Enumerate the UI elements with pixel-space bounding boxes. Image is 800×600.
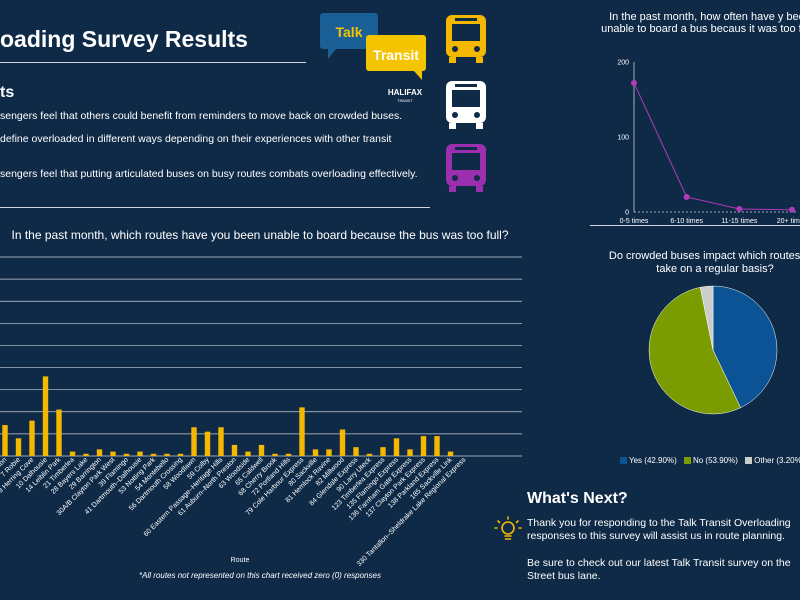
data-point <box>631 80 637 86</box>
page-title: oading Survey Results <box>0 26 248 52</box>
bar <box>177 453 184 456</box>
y-tick-label: 200 <box>617 60 629 67</box>
routes-chart-title: In the past month, which routes have you… <box>11 228 509 242</box>
bar <box>204 431 211 456</box>
legend-yes: Yes (42.90%) <box>620 456 677 465</box>
bar <box>110 451 116 456</box>
bar <box>272 453 278 456</box>
lightbulb-icon <box>494 516 522 540</box>
bar <box>150 453 157 456</box>
bar <box>2 425 8 456</box>
talk-transit-logo: Talk Transit HALIFAX TRANSIT <box>320 13 426 103</box>
x-tick-label: 0-5 times <box>620 218 649 225</box>
bar <box>299 407 305 456</box>
y-tick-label: 100 <box>617 135 629 142</box>
legend-other-label: Other (3.20% <box>754 456 800 465</box>
pie-legend: Yes (42.90%) No (53.90%) Other (3.20% <box>620 456 800 465</box>
bar <box>366 453 373 456</box>
bar <box>137 451 143 456</box>
bar <box>326 449 332 456</box>
bar <box>56 409 62 456</box>
logo-transit-text: Transit <box>373 47 419 63</box>
bar <box>434 436 440 456</box>
bar <box>231 444 238 456</box>
bar <box>83 453 89 456</box>
bar <box>69 451 76 456</box>
frequency-series-line <box>633 82 793 211</box>
whats-next-paragraph: Thank you for responding to the Talk Tra… <box>527 517 791 542</box>
pie-slice-other <box>699 285 714 351</box>
highlight-item: sengers feel that putting articulated bu… <box>0 168 418 180</box>
x-tick-label: 11-15 times <box>721 218 758 225</box>
bar <box>420 436 427 456</box>
logo-halifax-sub-text: TRANSIT <box>398 99 414 103</box>
highlight-item: sengers feel that others could benefit f… <box>0 110 403 122</box>
x-tick-label: 6-10 times <box>670 218 703 225</box>
bar <box>339 429 346 456</box>
impact-pie-chart <box>648 285 778 415</box>
whats-next-heading: What's Next? <box>527 490 628 507</box>
routes-x-axis-label: Route <box>231 557 250 564</box>
bar <box>407 449 413 456</box>
legend-no-label: No (53.90%) <box>692 456 738 465</box>
logo-talk-text: Talk <box>336 24 363 40</box>
bar <box>312 449 319 456</box>
x-tick-label: 20+ times <box>777 218 800 225</box>
pie-chart-title: Do crowded buses impact which routes you… <box>608 250 800 275</box>
bar <box>191 427 197 456</box>
y-tick-label: 0 <box>625 210 629 217</box>
legend-yes-label: Yes (42.90%) <box>629 456 677 465</box>
highlights-heading: ts <box>0 84 15 101</box>
legend-other: Other (3.20% <box>745 456 800 465</box>
bar <box>285 453 292 456</box>
bar <box>42 376 49 456</box>
legend-no: No (53.90%) <box>683 456 738 465</box>
pie-slice-yes <box>712 285 778 409</box>
frequency-divider <box>590 225 800 226</box>
bus-icon <box>446 144 486 192</box>
bar <box>353 447 359 456</box>
bar <box>123 453 130 456</box>
pie-slice-no <box>648 286 741 415</box>
bar <box>15 438 22 456</box>
bar <box>96 449 103 456</box>
bus-icon <box>446 81 486 129</box>
bar <box>447 451 454 456</box>
bar <box>258 444 265 456</box>
highlight-item: define overloaded in different ways depe… <box>0 133 392 145</box>
title-divider <box>0 62 306 63</box>
routes-footnote: *All routes not represented on this char… <box>139 571 381 580</box>
bar <box>245 451 251 456</box>
frequency-chart-title: In the past month, how often have y been… <box>601 11 800 35</box>
whats-next-paragraph: Be sure to check out our latest Talk Tra… <box>527 557 791 582</box>
bar <box>393 438 400 456</box>
logo-halifax-text: HALIFAX <box>388 88 423 97</box>
highlights-divider <box>0 207 430 208</box>
bus-icon <box>446 15 486 63</box>
data-point <box>789 206 795 213</box>
data-point <box>683 194 690 200</box>
bar <box>380 447 386 456</box>
bar <box>164 453 170 456</box>
bar <box>218 427 224 456</box>
data-point <box>736 206 743 212</box>
frequency-line-chart: 0 100 200 0-5 times 6-10 times 11-15 times 20+… <box>617 60 800 226</box>
bar <box>29 420 35 456</box>
